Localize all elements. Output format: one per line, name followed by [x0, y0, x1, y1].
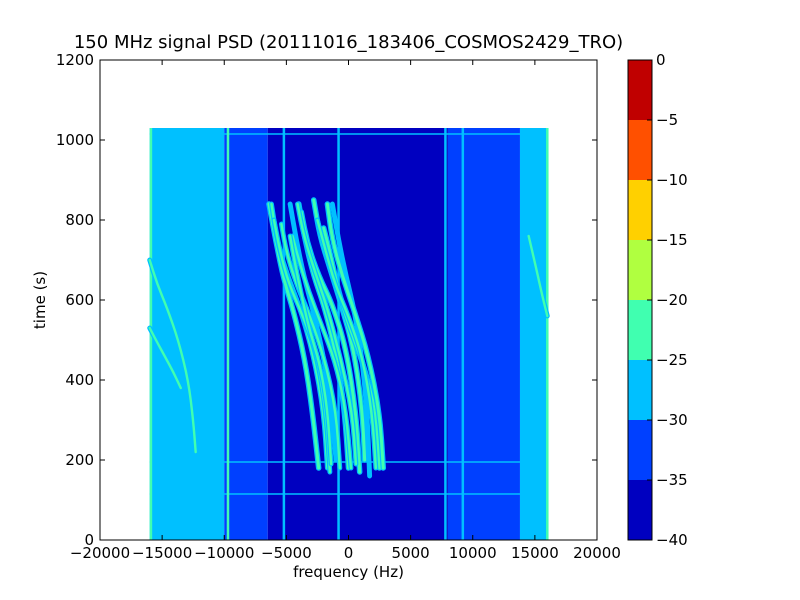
y-tick-label: 1000 — [56, 131, 94, 149]
doppler-trace-7 — [325, 202, 385, 470]
colorbar-tick-label: −20 — [656, 291, 688, 309]
colorbar-tick-label: −35 — [656, 471, 688, 489]
colorbar-tick-label: −30 — [656, 411, 688, 429]
y-tick-label: 600 — [65, 291, 94, 309]
background-band-1 — [224, 128, 268, 540]
colorbar-segment-3 — [628, 300, 652, 360]
colorbar-segment-7 — [628, 60, 652, 120]
background-band-4 — [519, 128, 548, 540]
colorbar-tick-label: −25 — [656, 351, 688, 369]
x-tick-label: 10000 — [449, 544, 497, 562]
y-tick-label: 0 — [84, 531, 94, 549]
colorbar-segment-1 — [628, 420, 652, 480]
doppler-trace-9 — [296, 202, 358, 466]
y-axis-label: time (s) — [31, 271, 49, 329]
plot-data-area — [147, 128, 550, 540]
y-tick-label: 800 — [65, 211, 94, 229]
x-tick-label: −5000 — [261, 544, 312, 562]
colorbar-segment-5 — [628, 180, 652, 240]
colorbar-segment-4 — [628, 240, 652, 300]
x-tick-label: 15000 — [511, 544, 559, 562]
x-tick-label: 0 — [344, 544, 354, 562]
x-tick-label: 5000 — [392, 544, 430, 562]
doppler-trace-13 — [280, 222, 342, 470]
doppler-trace-15 — [148, 258, 197, 454]
colorbar-tick-label: 0 — [656, 51, 666, 69]
background-band-3 — [447, 128, 520, 540]
colorbar-segment-6 — [628, 120, 652, 180]
y-tick-label: 1200 — [56, 51, 94, 69]
doppler-trace-11 — [291, 234, 353, 470]
x-tick-label: −15000 — [132, 544, 192, 562]
y-tick-label: 400 — [65, 371, 94, 389]
colorbar-tick-label: −40 — [656, 531, 688, 549]
doppler-trace-14 — [288, 234, 333, 466]
colorbar-tick-label: −5 — [656, 111, 678, 129]
doppler-trace-16 — [148, 326, 182, 390]
doppler-trace-17 — [527, 234, 549, 318]
doppler-trace-12 — [316, 218, 378, 470]
colorbar-segment-0 — [628, 480, 652, 540]
x-tick-label: −20000 — [70, 544, 130, 562]
background-band-0 — [149, 128, 225, 540]
colorbar-tick-label: −10 — [656, 171, 688, 189]
x-axis-label: frequency (Hz) — [293, 563, 404, 581]
chart-title: 150 MHz signal PSD (20111016_183406_COSM… — [74, 32, 623, 53]
y-tick-label: 200 — [65, 451, 94, 469]
x-tick-label: 20000 — [573, 544, 621, 562]
x-tick-label: −10000 — [194, 544, 254, 562]
colorbar-tick-label: −15 — [656, 231, 688, 249]
colorbar-segment-2 — [628, 360, 652, 420]
